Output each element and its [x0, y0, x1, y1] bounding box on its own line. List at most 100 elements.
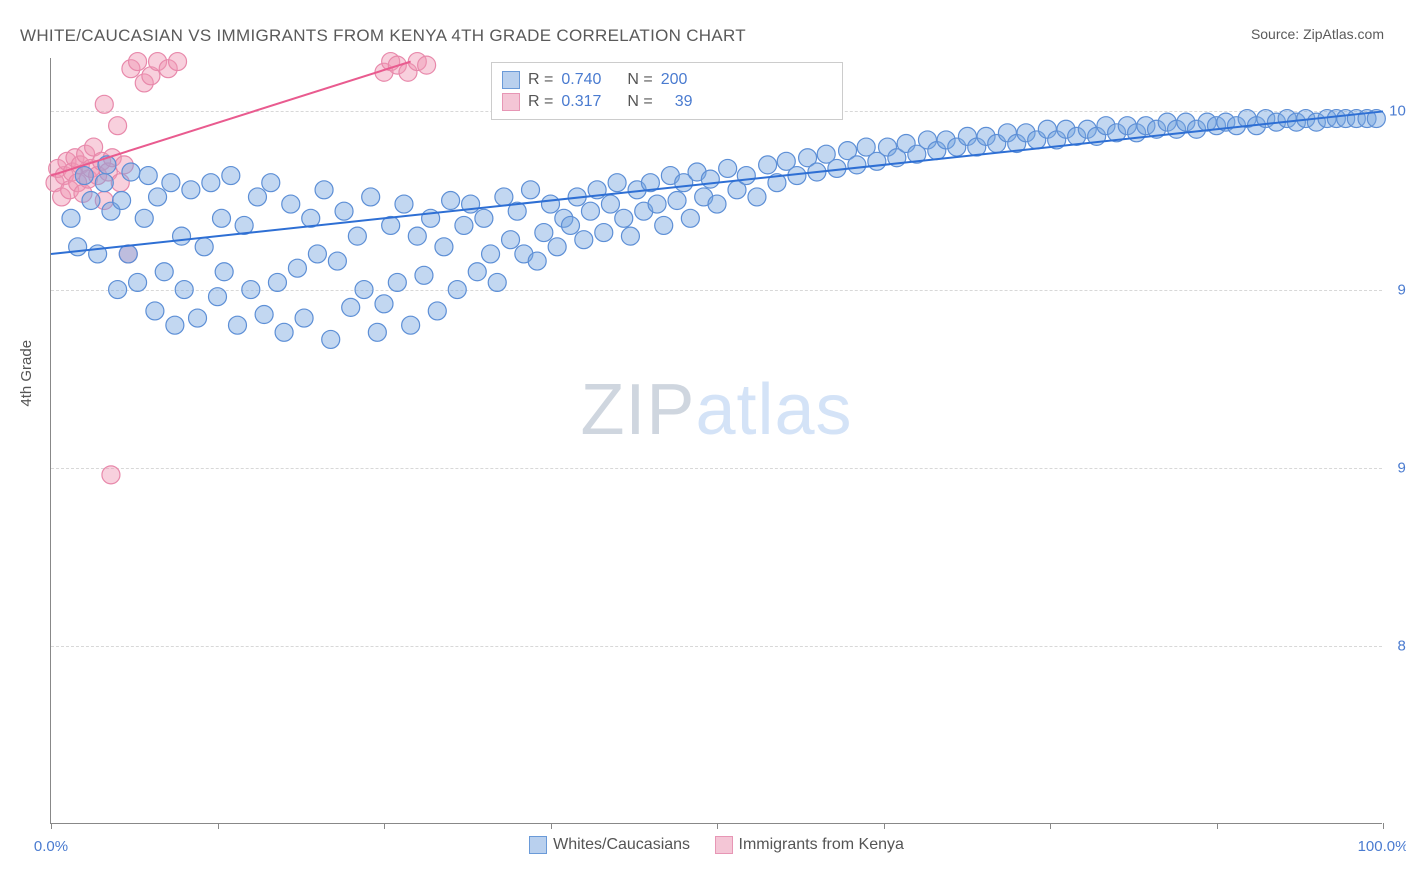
data-point — [395, 195, 413, 213]
legend-label-blue: Whites/Caucasians — [553, 836, 690, 854]
data-point — [701, 170, 719, 188]
x-tick — [218, 823, 219, 829]
data-point — [482, 245, 500, 263]
data-point — [448, 281, 466, 299]
chart-svg — [51, 58, 1382, 823]
data-point — [275, 323, 293, 341]
data-point — [442, 192, 460, 210]
data-point — [166, 316, 184, 334]
x-tick — [717, 823, 718, 829]
data-point — [402, 316, 420, 334]
data-point — [748, 188, 766, 206]
data-point — [608, 174, 626, 192]
data-point — [655, 216, 673, 234]
legend-r-label-pink: R = — [528, 93, 553, 111]
x-tick — [384, 823, 385, 829]
data-point — [222, 167, 240, 185]
data-point — [335, 202, 353, 220]
data-point — [162, 174, 180, 192]
data-point — [135, 209, 153, 227]
data-point — [82, 192, 100, 210]
source-prefix: Source: — [1251, 26, 1303, 42]
legend-item-blue: Whites/Caucasians — [529, 836, 690, 854]
data-point — [195, 238, 213, 256]
data-point — [581, 202, 599, 220]
data-point — [468, 263, 486, 281]
data-point — [212, 209, 230, 227]
legend-n-label-blue: N = — [627, 71, 652, 89]
data-point — [737, 167, 755, 185]
source-link[interactable]: ZipAtlas.com — [1303, 26, 1384, 42]
legend-r-value-pink: 0.317 — [561, 93, 601, 111]
x-tick — [51, 823, 52, 829]
data-point — [209, 288, 227, 306]
data-point — [759, 156, 777, 174]
data-point — [288, 259, 306, 277]
data-point — [388, 273, 406, 291]
data-point — [119, 245, 137, 263]
data-point — [362, 188, 380, 206]
x-tick — [1217, 823, 1218, 829]
legend-n-value-pink: 39 — [661, 93, 693, 111]
data-point — [418, 56, 436, 74]
x-tick — [551, 823, 552, 829]
data-point — [601, 195, 619, 213]
data-point — [355, 281, 373, 299]
legend-bottom: Whites/Caucasians Immigrants from Kenya — [51, 836, 1382, 859]
data-point — [109, 117, 127, 135]
data-point — [495, 188, 513, 206]
data-point — [155, 263, 173, 281]
data-point — [295, 309, 313, 327]
data-point — [95, 174, 113, 192]
data-point — [242, 281, 260, 299]
data-point — [109, 281, 127, 299]
data-point — [75, 167, 93, 185]
data-point — [621, 227, 639, 245]
data-point — [668, 192, 686, 210]
data-point — [102, 466, 120, 484]
legend-n-value-blue: 200 — [661, 71, 688, 89]
legend-item-pink: Immigrants from Kenya — [715, 836, 904, 854]
data-point — [648, 195, 666, 213]
data-point — [315, 181, 333, 199]
data-point — [408, 227, 426, 245]
data-point — [173, 227, 191, 245]
data-point — [375, 295, 393, 313]
legend-r-value-blue: 0.740 — [561, 71, 601, 89]
data-point — [561, 216, 579, 234]
data-point — [681, 209, 699, 227]
data-point — [368, 323, 386, 341]
swatch-blue-bottom-icon — [529, 836, 547, 854]
data-point — [435, 238, 453, 256]
data-point — [122, 163, 140, 181]
data-point — [488, 273, 506, 291]
data-point — [548, 238, 566, 256]
data-point — [149, 188, 167, 206]
x-tick — [1383, 823, 1384, 829]
legend-r-label-blue: R = — [528, 71, 553, 89]
data-point — [522, 181, 540, 199]
data-point — [328, 252, 346, 270]
data-point — [95, 95, 113, 113]
y-tick-label: 100.0% — [1388, 103, 1406, 120]
chart-title: WHITE/CAUCASIAN VS IMMIGRANTS FROM KENYA… — [20, 26, 746, 46]
data-point — [575, 231, 593, 249]
legend-row-blue: R = 0.740 N = 200 — [502, 69, 832, 91]
data-point — [455, 216, 473, 234]
trend-line — [51, 111, 1383, 254]
data-point — [708, 195, 726, 213]
legend-label-pink: Immigrants from Kenya — [739, 836, 904, 854]
data-point — [342, 298, 360, 316]
legend-row-pink: R = 0.317 N = 39 — [502, 91, 832, 113]
data-point — [428, 302, 446, 320]
swatch-pink-bottom-icon — [715, 836, 733, 854]
data-point — [595, 224, 613, 242]
data-point — [129, 53, 147, 71]
data-point — [282, 195, 300, 213]
y-tick-label: 95.0% — [1388, 281, 1406, 298]
data-point — [129, 273, 147, 291]
data-point — [542, 195, 560, 213]
y-tick-label: 85.0% — [1388, 637, 1406, 654]
data-point — [228, 316, 246, 334]
legend-n-label-pink: N = — [627, 93, 652, 111]
